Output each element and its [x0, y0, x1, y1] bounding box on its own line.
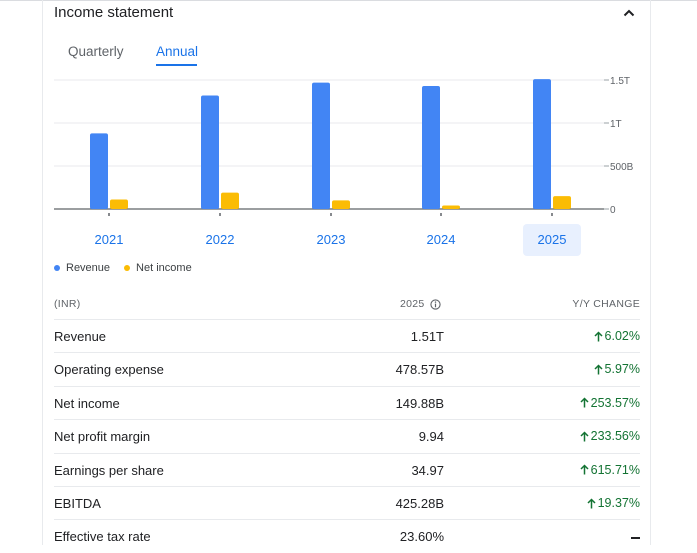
- arrow-up-icon: [587, 497, 596, 508]
- legend-label-revenue: Revenue: [66, 262, 111, 274]
- currency-header: (INR): [54, 298, 81, 310]
- row-value: 34.97: [411, 462, 444, 478]
- row-label: Effective tax rate: [54, 529, 151, 545]
- legend-label-net-income: Net income: [136, 262, 192, 274]
- year-button-2024[interactable]: 2024: [426, 232, 456, 247]
- top-divider: [0, 0, 697, 1]
- row-change: 253.57%: [580, 396, 640, 410]
- year-header-label: 2025: [400, 298, 425, 310]
- row-value: 425.28B: [395, 496, 444, 511]
- row-value: 9.94: [418, 429, 444, 445]
- year-button-2023[interactable]: 2023: [316, 232, 346, 247]
- row-divider: [54, 352, 640, 354]
- table-row: Net profit margin 9.94 233.56%: [54, 420, 640, 453]
- net-income-bar-2025: [553, 196, 571, 209]
- income-bar-chart: 0 500B 1T 1.5T: [54, 76, 634, 216]
- row-value: 1.51T: [410, 329, 444, 344]
- row-divider: [54, 486, 640, 487]
- row-change-value: 19.37%: [597, 496, 640, 510]
- row-change-value: 6.02%: [604, 329, 640, 343]
- arrow-up-icon: [580, 397, 589, 408]
- row-change: 19.37%: [587, 496, 640, 510]
- row-value: 149.88B: [395, 395, 444, 411]
- net-income-bar-2022: [221, 192, 239, 209]
- row-change: 233.56%: [580, 429, 640, 443]
- row-label: Net profit margin: [54, 429, 151, 445]
- row-change-value: 5.97%: [604, 362, 640, 377]
- revenue-bar-2022: [201, 95, 219, 209]
- info-icon[interactable]: [429, 298, 441, 310]
- change-header: Y/Y CHANGE: [572, 298, 640, 310]
- chevron-up-icon[interactable]: [620, 4, 638, 22]
- row-change-value: 253.57%: [590, 395, 640, 410]
- table-row: Revenue 1.51T 6.02%: [54, 320, 640, 353]
- table-row: Effective tax rate 23.60%: [54, 520, 640, 553]
- revenue-bar-2025: [533, 79, 551, 209]
- row-change-value: 615.71%: [590, 462, 640, 477]
- row-divider: [54, 519, 640, 521]
- year-button-2021[interactable]: 2021: [94, 232, 124, 247]
- revenue-bar-2024: [422, 86, 440, 209]
- row-label: Net income: [54, 395, 120, 411]
- net-income-bar-2021: [110, 199, 128, 209]
- chart-legend: Revenue Net income: [54, 262, 206, 274]
- row-value: 478.57B: [395, 362, 444, 378]
- revenue-bar-2021: [90, 133, 108, 209]
- table-row: Net income 149.88B 253.57%: [54, 387, 640, 420]
- y-tick-label: 1T: [610, 119, 622, 130]
- row-change: 615.71%: [580, 463, 640, 477]
- table-row: Operating expense 478.57B 5.97%: [54, 353, 640, 386]
- legend-item-revenue: Revenue: [54, 262, 110, 274]
- card-title: Income statement: [54, 4, 174, 21]
- row-divider: [54, 419, 640, 421]
- arrow-up-icon: [580, 431, 589, 442]
- row-label: Earnings per share: [54, 462, 164, 478]
- legend-item-net-income: Net income: [124, 262, 192, 274]
- y-tick-label: 1.5T: [610, 76, 630, 87]
- y-tick-label: 500B: [610, 162, 634, 173]
- net-income-bar-2023: [332, 200, 350, 209]
- tab-annual[interactable]: Annual: [156, 44, 199, 59]
- row-label: EBITDA: [54, 496, 101, 511]
- revenue-bar-2023: [312, 82, 330, 209]
- year-button-2022[interactable]: 2022: [205, 232, 235, 247]
- row-label: Revenue: [54, 329, 107, 344]
- row-divider: [54, 385, 640, 387]
- net-income-bar-2024: [442, 205, 460, 209]
- year-header: 2025: [400, 298, 441, 310]
- y-tick-label: 0: [610, 205, 616, 216]
- row-change: 5.97%: [594, 362, 640, 376]
- arrow-up-icon: [594, 364, 603, 375]
- row-divider: [54, 452, 640, 454]
- arrow-up-icon: [580, 464, 589, 475]
- legend-dot-net-income: [124, 265, 131, 271]
- arrow-up-icon: [594, 330, 603, 341]
- tab-quarterly[interactable]: Quarterly: [68, 44, 124, 59]
- row-change-value: 233.56%: [590, 429, 640, 444]
- row-value: 23.60%: [399, 529, 444, 545]
- legend-dot-revenue: [54, 265, 60, 271]
- year-button-2025[interactable]: 2025: [523, 224, 581, 256]
- dash-icon: [631, 537, 640, 539]
- income-statement-card: [42, 0, 651, 545]
- table-row: EBITDA 425.28B 19.37%: [54, 487, 640, 520]
- row-change: 6.02%: [594, 329, 640, 343]
- table-row: Earnings per share 34.97 615.71%: [54, 454, 640, 487]
- row-divider: [54, 319, 640, 320]
- row-label: Operating expense: [54, 362, 164, 378]
- row-change: [631, 529, 640, 539]
- tab-active-indicator: [156, 64, 197, 66]
